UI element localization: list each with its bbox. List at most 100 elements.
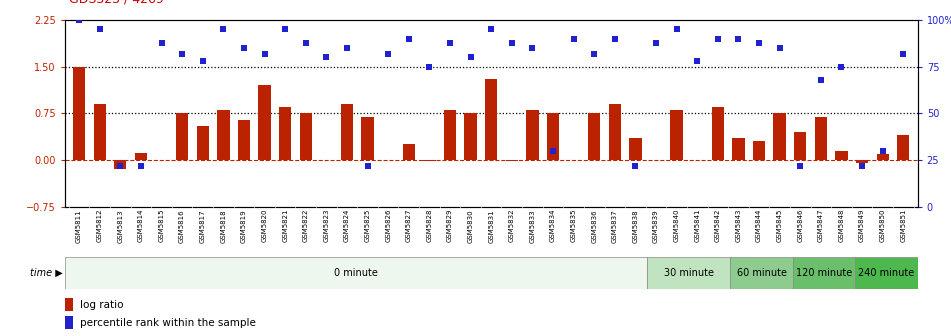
Bar: [217, 110, 229, 160]
Text: GSM5825: GSM5825: [364, 209, 371, 242]
Text: GSM5842: GSM5842: [715, 209, 721, 242]
Point: [669, 27, 684, 32]
Text: GSM5823: GSM5823: [323, 209, 329, 243]
Bar: [588, 114, 600, 160]
Bar: [65, 257, 648, 289]
Bar: [506, 160, 518, 161]
Text: GSM5841: GSM5841: [694, 209, 700, 243]
Text: GSM5833: GSM5833: [530, 209, 535, 243]
Bar: [485, 79, 497, 160]
Text: GSM5847: GSM5847: [818, 209, 824, 243]
Point: [340, 45, 355, 51]
Text: GSM5820: GSM5820: [262, 209, 267, 243]
Text: GSM5846: GSM5846: [797, 209, 804, 243]
Text: GSM5813: GSM5813: [117, 209, 124, 243]
Bar: [402, 144, 415, 160]
Text: GSM5829: GSM5829: [447, 209, 453, 243]
Bar: [259, 85, 271, 160]
Point: [401, 36, 417, 42]
Text: GSM5836: GSM5836: [592, 209, 597, 243]
Bar: [753, 141, 766, 160]
Point: [216, 27, 231, 32]
Point: [154, 40, 169, 45]
Text: GSM5827: GSM5827: [406, 209, 412, 243]
Text: 120 minute: 120 minute: [796, 268, 852, 278]
Text: GSM5817: GSM5817: [200, 209, 205, 243]
Bar: [794, 132, 806, 160]
Bar: [773, 114, 786, 160]
Point: [896, 51, 911, 56]
Bar: [547, 114, 559, 160]
Point: [236, 45, 251, 51]
Bar: [526, 110, 538, 160]
Text: 60 minute: 60 minute: [737, 268, 786, 278]
Bar: [423, 160, 436, 161]
Text: GSM5821: GSM5821: [282, 209, 288, 243]
Bar: [340, 104, 353, 160]
Text: GSM5843: GSM5843: [735, 209, 742, 243]
Point: [751, 40, 767, 45]
Bar: [279, 107, 291, 160]
Text: GSM5845: GSM5845: [777, 209, 783, 242]
Point: [792, 163, 807, 168]
Bar: [444, 110, 456, 160]
Bar: [877, 154, 889, 160]
Point: [133, 163, 148, 168]
Bar: [135, 153, 147, 160]
Point: [483, 27, 498, 32]
Bar: [197, 126, 209, 160]
Text: GSM5828: GSM5828: [426, 209, 433, 243]
Bar: [609, 104, 621, 160]
Text: percentile rank within the sample: percentile rank within the sample: [80, 318, 256, 328]
Bar: [300, 114, 312, 160]
Text: GSM5837: GSM5837: [611, 209, 618, 243]
Text: GDS323 / 4269: GDS323 / 4269: [68, 0, 164, 5]
Text: GSM5844: GSM5844: [756, 209, 762, 242]
Text: GSM5830: GSM5830: [468, 209, 474, 243]
Text: GSM5849: GSM5849: [859, 209, 865, 243]
Point: [628, 163, 643, 168]
Text: GSM5811: GSM5811: [76, 209, 82, 243]
Point: [607, 36, 622, 42]
Point: [689, 58, 705, 64]
Bar: [897, 135, 909, 160]
Bar: [835, 151, 847, 160]
Bar: [815, 117, 827, 160]
Point: [525, 45, 540, 51]
Point: [813, 77, 828, 83]
Bar: [464, 114, 476, 160]
Bar: [648, 257, 730, 289]
Point: [380, 51, 396, 56]
Point: [545, 148, 560, 153]
Point: [298, 40, 313, 45]
Bar: [238, 120, 250, 160]
Point: [566, 36, 581, 42]
Point: [730, 36, 746, 42]
Point: [875, 148, 890, 153]
Point: [834, 64, 849, 70]
Bar: [65, 316, 73, 329]
Text: GSM5834: GSM5834: [550, 209, 556, 243]
Bar: [732, 138, 745, 160]
Point: [587, 51, 602, 56]
Bar: [93, 104, 106, 160]
Text: GSM5816: GSM5816: [179, 209, 185, 243]
Point: [319, 55, 334, 60]
Text: GSM5831: GSM5831: [488, 209, 495, 243]
Text: log ratio: log ratio: [80, 300, 124, 310]
Bar: [711, 107, 724, 160]
Point: [92, 27, 107, 32]
Point: [463, 55, 478, 60]
Text: GSM5835: GSM5835: [571, 209, 576, 243]
Text: GSM5838: GSM5838: [632, 209, 638, 243]
Text: GSM5815: GSM5815: [159, 209, 165, 243]
Point: [359, 163, 375, 168]
Text: GSM5850: GSM5850: [880, 209, 885, 243]
Text: GSM5848: GSM5848: [839, 209, 844, 243]
Bar: [361, 117, 374, 160]
Text: 30 minute: 30 minute: [664, 268, 714, 278]
Text: GSM5818: GSM5818: [221, 209, 226, 243]
Text: GSM5839: GSM5839: [653, 209, 659, 243]
Text: 240 minute: 240 minute: [859, 268, 915, 278]
Bar: [65, 298, 73, 311]
